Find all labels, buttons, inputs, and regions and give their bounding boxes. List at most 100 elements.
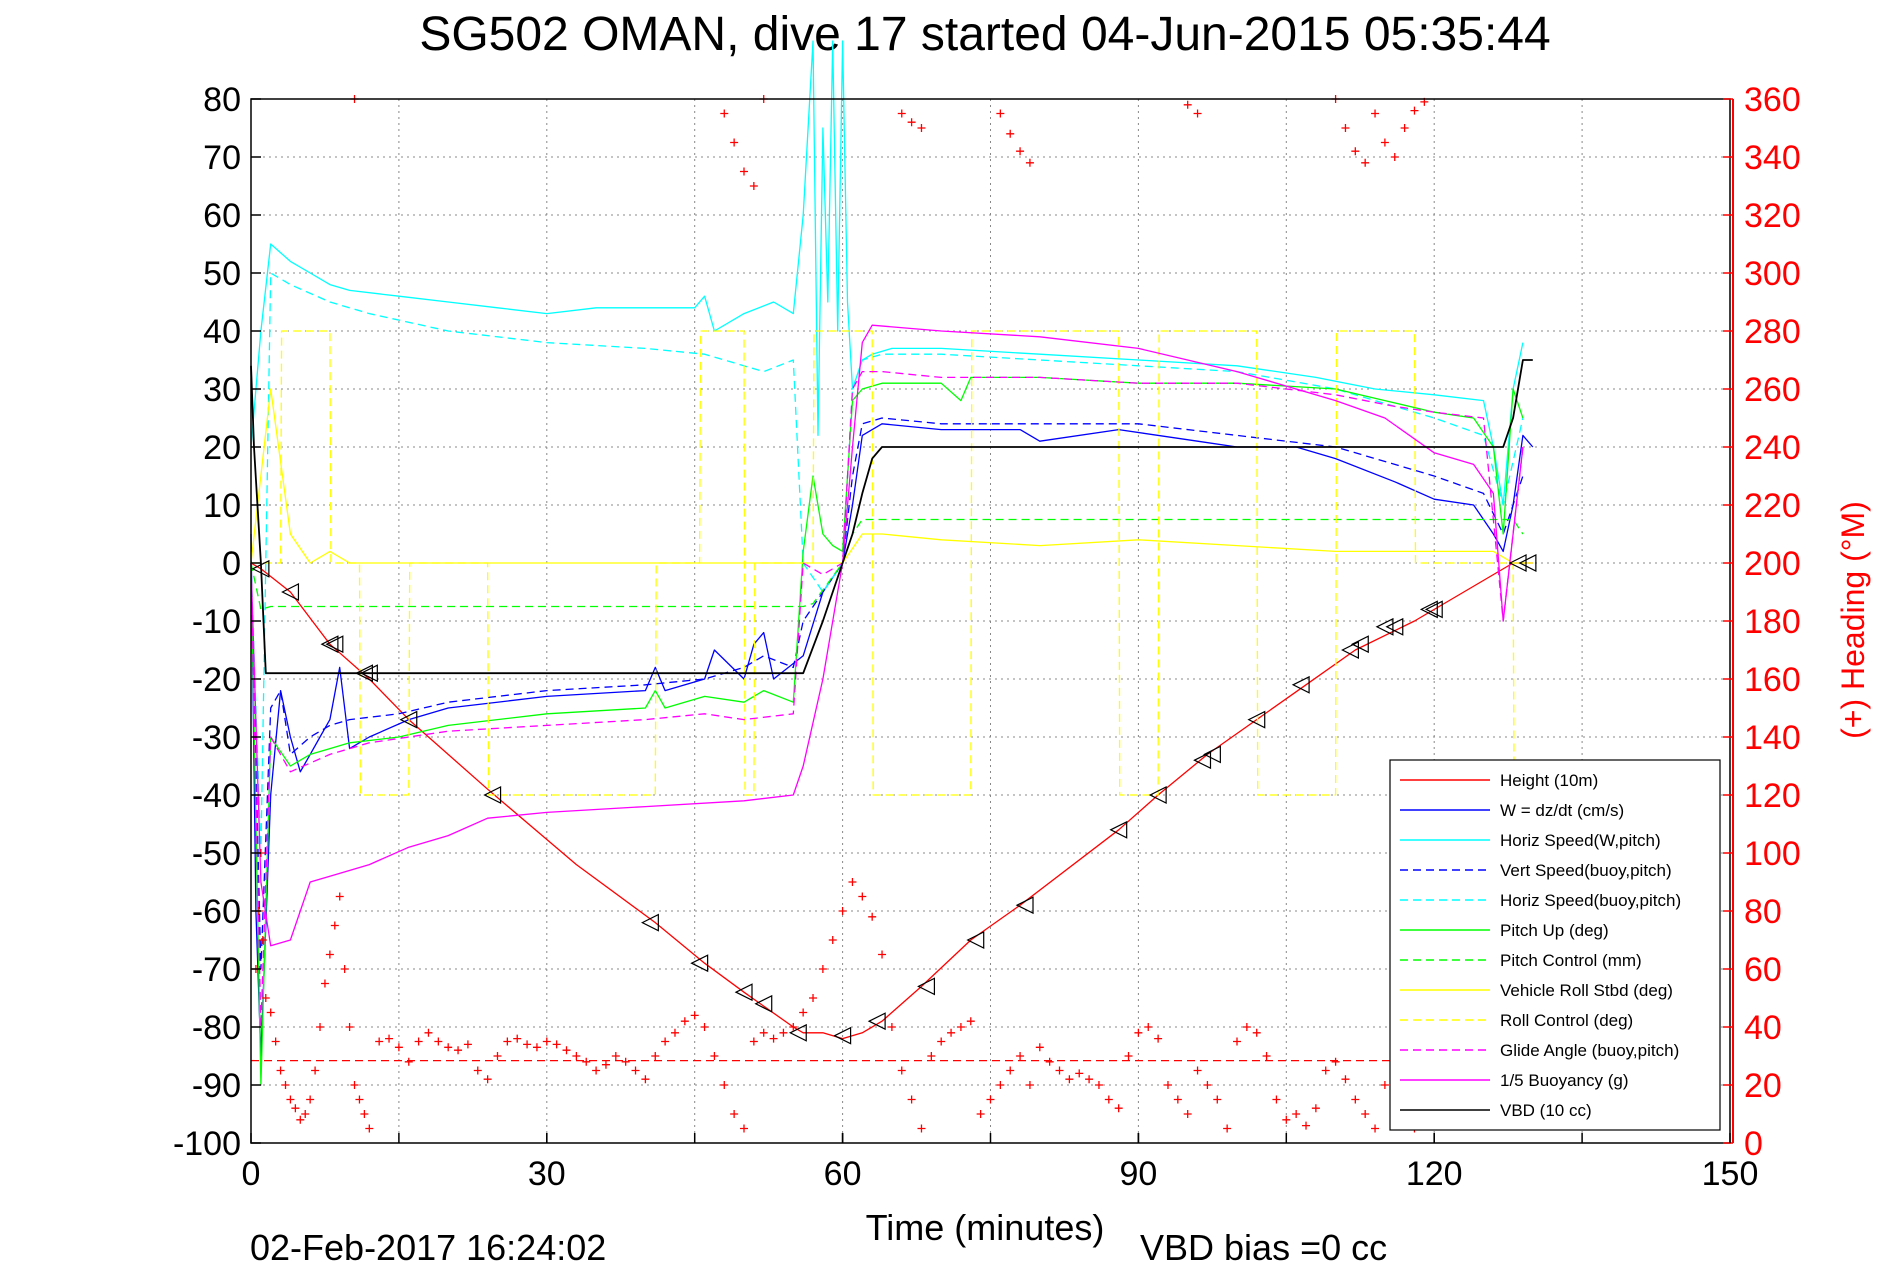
heading-point [878, 950, 887, 959]
heading-point [1203, 1081, 1212, 1089]
right-tick-label: 140 [1744, 719, 1801, 757]
heading-point [1016, 147, 1025, 156]
heading-point [838, 907, 847, 915]
triangle-marker [1350, 635, 1369, 654]
heading-point [444, 1043, 453, 1052]
triangle-marker [966, 931, 985, 949]
heading-point [306, 1095, 315, 1104]
heading-point [956, 1023, 965, 1031]
heading-point [1173, 1095, 1182, 1104]
triangle-marker [734, 983, 753, 1002]
heading-point [1193, 1066, 1202, 1075]
heading-point [611, 1052, 620, 1060]
heading-point [1183, 1110, 1192, 1118]
heading-point [404, 1057, 413, 1066]
heading-point [848, 878, 857, 886]
heading-point [670, 1028, 679, 1037]
triangle-marker [359, 664, 378, 683]
heading-point [385, 1034, 394, 1043]
heading-point [740, 167, 748, 176]
right-tick-label: 280 [1744, 313, 1801, 351]
heading-point [1035, 1043, 1044, 1052]
heading-point [996, 109, 1005, 118]
heading-point [740, 1124, 748, 1133]
heading-point [1371, 109, 1380, 118]
y-tick-label: -30 [192, 719, 241, 757]
heading-point [296, 1115, 305, 1124]
heading-point [1380, 138, 1389, 147]
series-line-glide [250, 370, 1524, 1028]
triangle-marker [1291, 675, 1310, 694]
heading-point [818, 965, 827, 973]
triangle-marker [640, 913, 659, 932]
triangle-marker [483, 786, 502, 804]
heading-point [907, 1095, 916, 1104]
heading-point [582, 1057, 591, 1066]
right-tick-label: 260 [1744, 371, 1801, 409]
heading-point [601, 1060, 610, 1069]
heading-point [927, 1052, 936, 1060]
triangle-marker [690, 954, 709, 973]
chart-title: SG502 OMAN, dive 17 started 04-Jun-2015 … [419, 8, 1550, 61]
heading-point [1262, 1052, 1271, 1060]
heading-point [917, 124, 926, 132]
y-tick-label: -20 [192, 661, 241, 699]
heading-point [1351, 147, 1360, 156]
triangle-marker [1424, 600, 1443, 619]
right-tick-label: 120 [1744, 777, 1801, 815]
heading-point [523, 1040, 532, 1049]
right-tick-label: 360 [1744, 81, 1801, 119]
heading-point [1104, 1095, 1113, 1104]
heading-point [454, 1046, 463, 1055]
y-tick-label: 70 [203, 139, 241, 177]
legend-label: Height (10m) [1500, 771, 1598, 790]
right-tick-label: 40 [1744, 1009, 1782, 1047]
heading-point [1341, 124, 1350, 132]
series-line-pitch [250, 376, 1524, 1086]
heading-point [1213, 1095, 1222, 1104]
x-tick-label: 90 [1119, 1155, 1157, 1193]
heading-point [759, 1028, 768, 1037]
y-tick-label: -100 [173, 1125, 241, 1163]
heading-point [1380, 1081, 1389, 1089]
heading-point [976, 1110, 985, 1118]
y-tick-label: -80 [192, 1009, 241, 1047]
right-axis: 3603403203002802602402202001801601401201… [1723, 81, 1801, 1163]
heading-point [1282, 1115, 1291, 1124]
triangle-marker [917, 977, 936, 996]
y-tick-label: 10 [203, 487, 241, 525]
right-tick-label: 240 [1744, 429, 1801, 467]
y-tick-label: 40 [203, 313, 241, 351]
legend-label: 1/5 Buoyancy (g) [1500, 1071, 1629, 1090]
triangle-marker [1518, 554, 1537, 572]
heading-point [1183, 100, 1192, 109]
heading-point [720, 109, 729, 118]
heading-point [301, 1110, 310, 1118]
heading-point [483, 1075, 492, 1084]
heading-point [513, 1034, 522, 1043]
heading-point [680, 1017, 689, 1026]
heading-point [261, 994, 270, 1002]
heading-point [1085, 1075, 1094, 1084]
heading-point [1371, 1124, 1380, 1133]
heading-point [335, 892, 344, 901]
heading-point [1252, 1028, 1261, 1037]
right-tick-label: 320 [1744, 197, 1801, 235]
heading-point [1390, 153, 1399, 161]
heading-point [887, 1023, 896, 1031]
heading-point [258, 936, 267, 944]
heading-point [291, 1104, 300, 1113]
heading-point [1331, 1057, 1340, 1066]
right-tick-label: 60 [1744, 951, 1782, 989]
legend-label: Glide Angle (buoy,pitch) [1500, 1041, 1679, 1060]
legend-label: Pitch Control (mm) [1500, 951, 1642, 970]
heading-layer [251, 95, 1439, 1133]
triangle-marker [1247, 710, 1266, 729]
legend-label: Vert Speed(buoy,pitch) [1500, 861, 1672, 880]
right-axis-label: (+) Heading (°M) [1835, 501, 1871, 739]
heading-point [1242, 1023, 1251, 1031]
legend-label: Vehicle Roll Stbd (deg) [1500, 981, 1673, 1000]
heading-point [779, 1028, 788, 1037]
heading-point [1055, 1066, 1064, 1075]
